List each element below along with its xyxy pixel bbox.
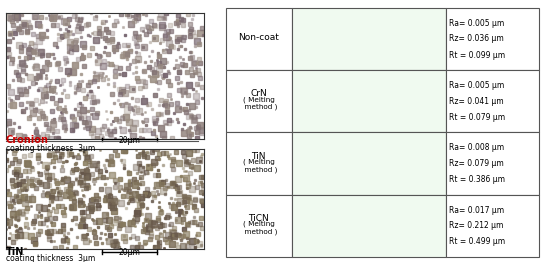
- Text: Ra= 0.005 μm: Ra= 0.005 μm: [449, 19, 504, 28]
- Text: Ra= 0.005 μm: Ra= 0.005 μm: [449, 81, 504, 90]
- Text: coating thickness  3μm: coating thickness 3μm: [6, 254, 95, 262]
- Text: Ra= 0.017 μm: Ra= 0.017 μm: [449, 206, 504, 215]
- Text: Non-coat: Non-coat: [238, 33, 279, 42]
- Text: TiN: TiN: [251, 152, 266, 161]
- Text: Rz= 0.036 μm: Rz= 0.036 μm: [449, 35, 504, 43]
- Text: SMF: SMF: [296, 135, 301, 139]
- Text: ( Melting
  method ): ( Melting method ): [240, 221, 277, 235]
- Text: ( Melting
  method ): ( Melting method ): [240, 159, 277, 172]
- Text: SMF: SMF: [296, 73, 301, 77]
- Text: TiN: TiN: [6, 247, 24, 258]
- Text: SMF: SMF: [296, 10, 301, 14]
- Text: Ra= 0.008 μm: Ra= 0.008 μm: [449, 143, 504, 152]
- Text: Rt = 0.079 μm: Rt = 0.079 μm: [449, 113, 505, 122]
- Text: Rt = 0.099 μm: Rt = 0.099 μm: [449, 51, 505, 60]
- Text: Rt = 0.499 μm: Rt = 0.499 μm: [449, 237, 505, 246]
- Text: Cronion: Cronion: [6, 135, 48, 145]
- Text: 20μm: 20μm: [118, 248, 140, 258]
- Text: ( Melting
  method ): ( Melting method ): [240, 96, 277, 110]
- Text: SMF: SMF: [296, 197, 301, 201]
- Text: Rz= 0.079 μm: Rz= 0.079 μm: [449, 159, 504, 168]
- Text: TiCN: TiCN: [248, 214, 269, 223]
- Text: Rt = 0.386 μm: Rt = 0.386 μm: [449, 175, 505, 184]
- Text: coating thickness  3μm: coating thickness 3μm: [6, 144, 95, 153]
- Text: CrN: CrN: [250, 89, 267, 98]
- Text: 20μm: 20μm: [118, 136, 140, 145]
- Text: Rz= 0.212 μm: Rz= 0.212 μm: [449, 221, 503, 230]
- Text: Rz= 0.041 μm: Rz= 0.041 μm: [449, 97, 503, 106]
